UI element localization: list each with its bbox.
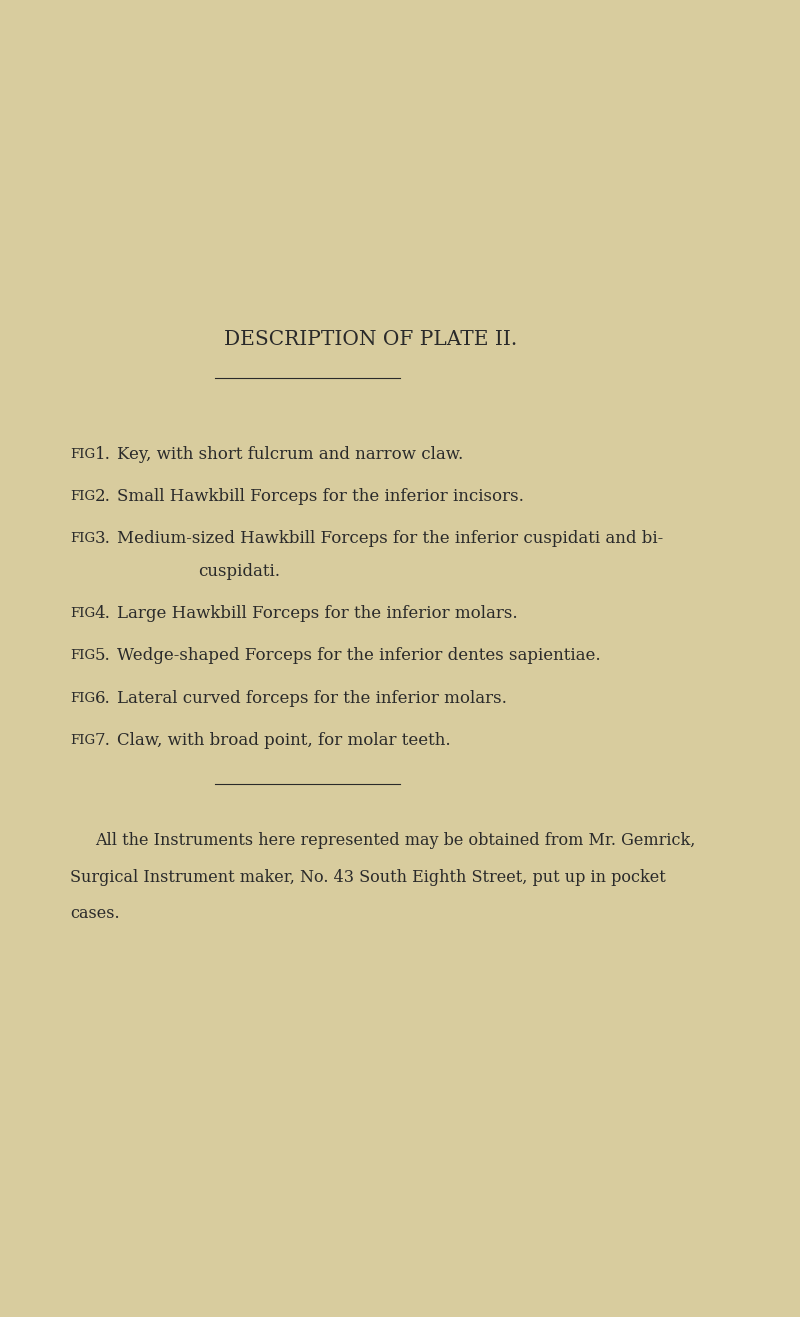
Text: 3.: 3.: [94, 531, 110, 547]
Text: cases.: cases.: [70, 906, 120, 922]
Text: All the Instruments here represented may be obtained from Mr. Gemrick,: All the Instruments here represented may…: [94, 832, 695, 848]
Text: cuspidati.: cuspidati.: [198, 564, 280, 579]
Text: FIG: FIG: [70, 734, 95, 747]
Text: Surgical Instrument maker, No. 43 South Eighth Street, put up in pocket: Surgical Instrument maker, No. 43 South …: [70, 869, 666, 885]
Text: FIG: FIG: [70, 532, 95, 545]
Text: Claw, with broad point, for molar teeth.: Claw, with broad point, for molar teeth.: [117, 732, 450, 748]
Text: 6.: 6.: [94, 690, 110, 706]
Text: FIG: FIG: [70, 490, 95, 503]
Text: Large Hawkbill Forceps for the inferior molars.: Large Hawkbill Forceps for the inferior …: [117, 606, 518, 622]
Text: FIG: FIG: [70, 607, 95, 620]
Text: FIG: FIG: [70, 448, 95, 461]
Text: Medium-sized Hawkbill Forceps for the inferior cuspidati and bi-: Medium-sized Hawkbill Forceps for the in…: [117, 531, 663, 547]
Text: FIG: FIG: [70, 691, 95, 705]
Text: Wedge-shaped Forceps for the inferior dentes sapientiae.: Wedge-shaped Forceps for the inferior de…: [117, 648, 601, 664]
Text: Key, with short fulcrum and narrow claw.: Key, with short fulcrum and narrow claw.: [117, 446, 463, 462]
Text: Small Hawkbill Forceps for the inferior incisors.: Small Hawkbill Forceps for the inferior …: [117, 489, 524, 504]
Text: FIG: FIG: [70, 649, 95, 662]
Text: 4.: 4.: [94, 606, 110, 622]
Text: 7.: 7.: [94, 732, 110, 748]
Text: DESCRIPTION OF PLATE II.: DESCRIPTION OF PLATE II.: [223, 331, 517, 349]
Text: 1.: 1.: [94, 446, 110, 462]
Text: 5.: 5.: [94, 648, 110, 664]
Text: 2.: 2.: [94, 489, 110, 504]
Text: Lateral curved forceps for the inferior molars.: Lateral curved forceps for the inferior …: [117, 690, 507, 706]
